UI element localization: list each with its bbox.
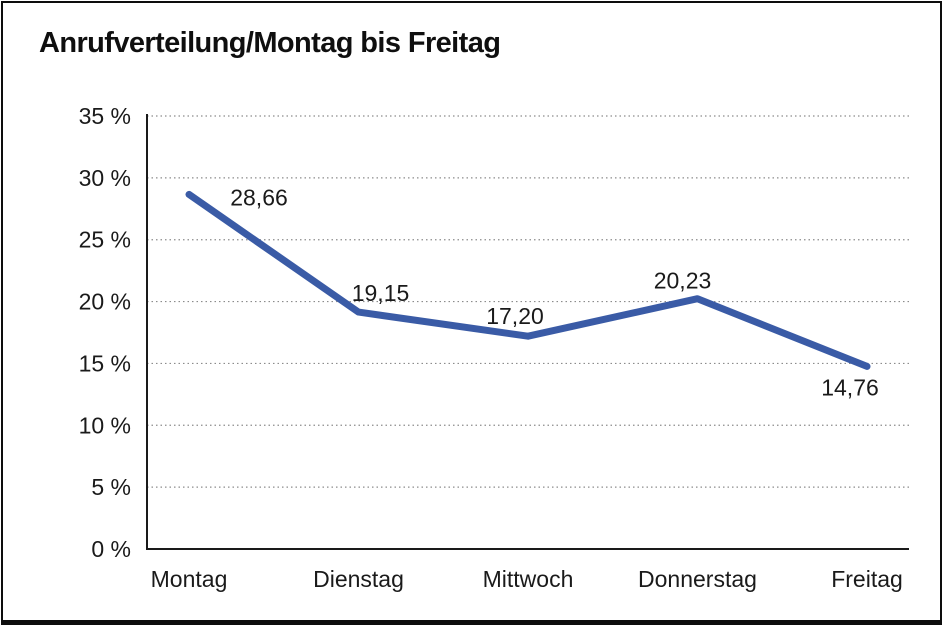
y-tick-label: 0 % — [91, 536, 131, 562]
data-point-label: 17,20 — [486, 303, 544, 329]
x-tick-label: Dienstag — [313, 566, 404, 592]
y-tick-label: 20 % — [79, 289, 131, 315]
y-tick-label: 10 % — [79, 412, 131, 438]
data-point-label: 28,66 — [230, 184, 288, 210]
data-point-label: 14,76 — [821, 374, 879, 400]
y-tick-label: 5 % — [91, 474, 131, 500]
y-tick-label: 15 % — [79, 350, 131, 376]
y-tick-label: 35 % — [79, 103, 131, 129]
x-tick-label: Freitag — [831, 566, 903, 592]
x-tick-label: Mittwoch — [483, 566, 574, 592]
data-point-label: 20,23 — [654, 268, 712, 294]
y-tick-label: 30 % — [79, 165, 131, 191]
data-point-label: 19,15 — [352, 280, 410, 306]
series-line — [185, 190, 871, 370]
chart-title: Anrufverteilung/Montag bis Freitag — [39, 27, 501, 59]
y-tick-label: 25 % — [79, 227, 131, 253]
line-chart: 0 % 5 % 10 % 15 % 20 % 25 % 30 % 35 % Montag Dien… — [79, 103, 909, 592]
x-tick-label: Montag — [151, 566, 228, 592]
x-tick-label: Donnerstag — [638, 566, 757, 592]
